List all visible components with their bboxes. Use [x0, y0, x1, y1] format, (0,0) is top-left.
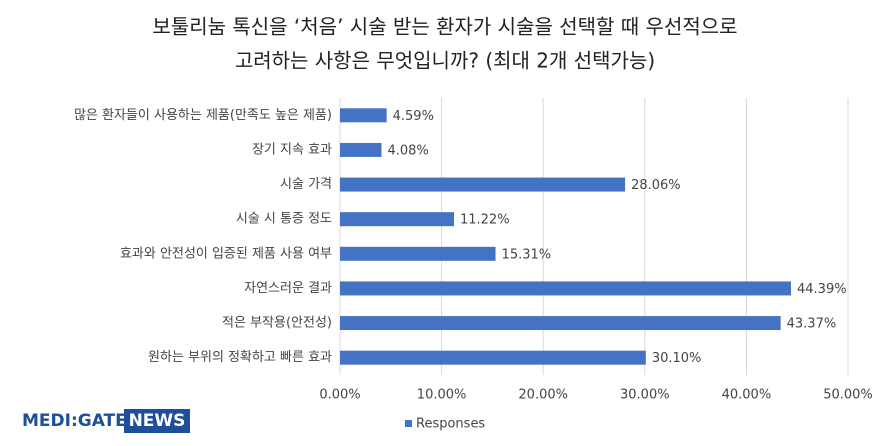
- data-label: 11.22%: [460, 213, 510, 228]
- bar: [340, 212, 454, 227]
- y-tick-label: 많은 환자들이 사용하는 제품(만족도 높은 제품): [74, 108, 332, 123]
- x-tick-label: 50.00%: [823, 388, 873, 403]
- x-tick-label: 20.00%: [518, 388, 568, 403]
- legend-label: Responses: [416, 417, 485, 432]
- data-label: 28.06%: [631, 178, 681, 193]
- y-tick-label: 효과와 안전성이 입증된 제품 사용 여부: [120, 246, 332, 261]
- y-tick-label: 자연스러운 결과: [244, 281, 332, 296]
- bar: [340, 350, 646, 365]
- bar: [340, 142, 382, 157]
- bar: [340, 108, 387, 123]
- logo-box: [124, 409, 190, 433]
- logo-text: NEWS: [129, 411, 186, 431]
- data-label: 43.37%: [787, 317, 837, 332]
- x-tick-label: 40.00%: [722, 388, 772, 403]
- data-label: 4.59%: [393, 109, 434, 124]
- x-tick-label: 0.00%: [319, 388, 360, 403]
- x-tick-label: 30.00%: [620, 388, 670, 403]
- logo-text: MEDI:GATE: [22, 411, 127, 431]
- data-label: 4.08%: [387, 143, 428, 158]
- chart-title: 보툴리눔 톡신을 ‘처음’ 시술 받는 환자가 시술을 선택할 때 우선적으로: [152, 15, 737, 39]
- y-tick-label: 시술 시 통증 정도: [236, 212, 332, 227]
- bar: [340, 316, 781, 331]
- x-tick-label: 10.00%: [417, 388, 467, 403]
- data-label: 44.39%: [797, 282, 847, 297]
- y-tick-label: 원하는 부위의 정확하고 빠른 효과: [148, 350, 332, 365]
- chart-title: 고려하는 사항은 무엇입니까? (최대 2개 선택가능): [235, 49, 655, 73]
- y-tick-label: 시술 가격: [280, 177, 332, 192]
- bar: [340, 281, 792, 296]
- bar: [340, 246, 496, 261]
- data-label: 30.10%: [652, 351, 702, 366]
- legend-swatch: [405, 420, 412, 427]
- y-tick-label: 적은 부작용(안전성): [222, 316, 332, 331]
- bar: [340, 177, 626, 192]
- data-label: 15.31%: [502, 247, 552, 262]
- y-tick-label: 장기 지속 효과: [252, 142, 332, 157]
